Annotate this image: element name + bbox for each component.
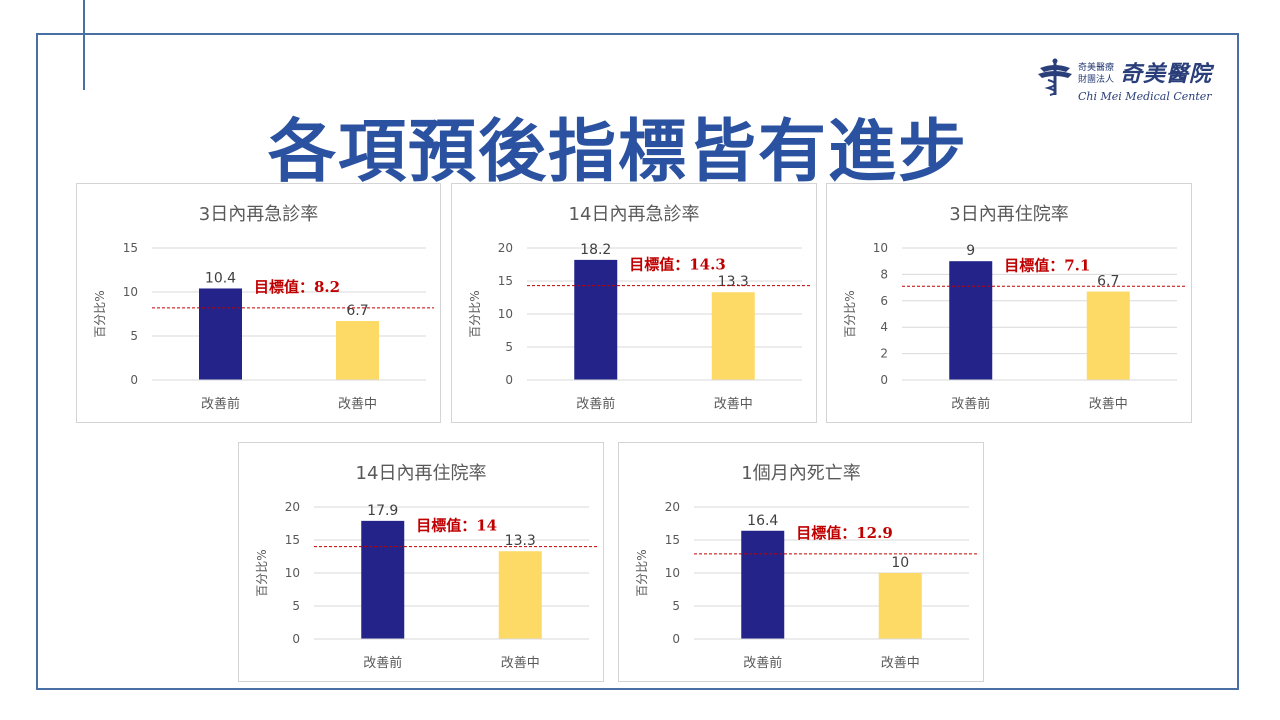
bar-value-label: 13.3 bbox=[718, 274, 749, 290]
target-label: 目標值：7.1 bbox=[1004, 256, 1090, 274]
chart-svg: 3日內再住院率 0 2 4 6 8 10 百分比% 9 改善前 6.7 改善中 目標值：7.1 bbox=[843, 204, 1185, 412]
bar-during bbox=[1086, 291, 1130, 380]
x-category-label: 改善中 bbox=[881, 655, 920, 671]
y-tick-label: 15 bbox=[498, 274, 513, 288]
y-tick-label: 20 bbox=[665, 500, 680, 514]
hospital-logo: 奇美醫療 財團法人 奇美醫院 Chi Mei Medical Center bbox=[1036, 56, 1216, 106]
y-tick-label: 10 bbox=[665, 566, 680, 580]
y-tick-label: 10 bbox=[498, 307, 513, 321]
chart-panel-mortality-1m: 1個月內死亡率 0 5 10 15 20 百分比% 16.4 改善前 10 改善中 目標值：12.9 bbox=[618, 442, 984, 682]
chart-title: 14日內再急診率 bbox=[569, 204, 700, 225]
chart-panel-er-revisit-14d: 14日內再急診率 0 5 10 15 20 百分比% 18.2 改善前 13.3 改善中 目標值：14… bbox=[451, 183, 817, 423]
y-tick-label: 10 bbox=[285, 566, 300, 580]
target-label: 目標值：14.3 bbox=[629, 256, 726, 274]
y-axis-label: 百分比% bbox=[468, 290, 482, 337]
x-category-label: 改善前 bbox=[363, 655, 402, 671]
y-tick-label: 10 bbox=[873, 241, 888, 255]
y-tick-label: 5 bbox=[292, 599, 300, 613]
logo-small-text: 奇美醫療 財團法人 bbox=[1078, 63, 1115, 85]
x-category-label: 改善中 bbox=[1089, 396, 1128, 412]
chart-title: 3日內再住院率 bbox=[949, 204, 1068, 225]
chart-title: 1個月內死亡率 bbox=[741, 463, 860, 484]
x-category-label: 改善中 bbox=[501, 655, 540, 671]
bar-value-label: 18.2 bbox=[580, 242, 611, 258]
y-tick-label: 20 bbox=[498, 241, 513, 255]
logo-english-name: Chi Mei Medical Center bbox=[1078, 90, 1212, 103]
caduceus-emblem-icon bbox=[1038, 58, 1072, 96]
chart-panel-er-revisit-3d: 3日內再急診率 0 5 10 15 百分比% 10.4 改善前 6.7 改善中 目標值：8.2 bbox=[76, 183, 441, 423]
y-tick-label: 0 bbox=[505, 373, 513, 387]
target-label: 目標值：8.2 bbox=[254, 278, 340, 296]
y-tick-label: 15 bbox=[285, 533, 300, 547]
y-tick-label: 10 bbox=[123, 285, 138, 299]
y-axis-label: 百分比% bbox=[635, 549, 649, 596]
chart-svg: 1個月內死亡率 0 5 10 15 20 百分比% 16.4 改善前 10 改善中 目標值：12.9 bbox=[635, 463, 977, 671]
y-tick-label: 6 bbox=[880, 294, 888, 308]
chart-svg: 3日內再急診率 0 5 10 15 百分比% 10.4 改善前 6.7 改善中 目標值：8.2 bbox=[93, 204, 434, 412]
chart-svg: 14日內再急診率 0 5 10 15 20 百分比% 18.2 改善前 13.3 改善中 目標值：14… bbox=[468, 204, 810, 412]
bar-before bbox=[199, 288, 242, 380]
y-tick-label: 2 bbox=[880, 347, 888, 361]
x-category-label: 改善中 bbox=[714, 396, 753, 412]
bar-value-label: 13.3 bbox=[505, 533, 536, 549]
y-tick-label: 0 bbox=[672, 632, 680, 646]
bar-during bbox=[878, 573, 922, 639]
x-category-label: 改善前 bbox=[576, 396, 615, 412]
y-axis-label: 百分比% bbox=[843, 290, 857, 337]
y-tick-label: 4 bbox=[880, 320, 888, 334]
bar-value-label: 10 bbox=[891, 555, 909, 571]
logo-chinese-name: 奇美醫院 bbox=[1120, 61, 1213, 87]
bar-before bbox=[361, 520, 405, 639]
y-tick-label: 0 bbox=[292, 632, 300, 646]
y-tick-label: 0 bbox=[880, 373, 888, 387]
chart-svg: 14日內再住院率 0 5 10 15 20 百分比% 17.9 改善前 13.3 改善中 目標值：14 bbox=[255, 463, 597, 671]
x-category-label: 改善前 bbox=[201, 396, 240, 412]
bar-during bbox=[711, 292, 755, 380]
bar-before bbox=[574, 259, 618, 380]
y-axis-label: 百分比% bbox=[255, 549, 269, 596]
bar-value-label: 10.4 bbox=[205, 270, 236, 286]
bar-during bbox=[336, 321, 379, 380]
chart-panel-readmission-3d: 3日內再住院率 0 2 4 6 8 10 百分比% 9 改善前 6.7 改善中 目標值：7.1 bbox=[826, 183, 1192, 423]
bar-value-label: 9 bbox=[966, 243, 975, 259]
y-tick-label: 5 bbox=[505, 340, 513, 354]
y-tick-label: 5 bbox=[130, 329, 138, 343]
bar-during bbox=[498, 551, 542, 639]
y-tick-label: 8 bbox=[880, 267, 888, 281]
target-label: 目標值：14 bbox=[416, 517, 497, 535]
y-tick-label: 0 bbox=[130, 373, 138, 387]
slide-frame bbox=[36, 33, 1239, 690]
bar-value-label: 6.7 bbox=[346, 303, 368, 319]
x-category-label: 改善前 bbox=[951, 396, 990, 412]
page-title: 各項預後指標皆有進步 bbox=[267, 113, 968, 192]
bar-value-label: 6.7 bbox=[1097, 274, 1119, 290]
accent-line bbox=[83, 0, 85, 90]
y-tick-label: 15 bbox=[123, 241, 138, 255]
chart-panel-readmission-14d: 14日內再住院率 0 5 10 15 20 百分比% 17.9 改善前 13.3 改善中 目標值：14 bbox=[238, 442, 604, 682]
x-category-label: 改善前 bbox=[743, 655, 782, 671]
bar-value-label: 17.9 bbox=[367, 503, 398, 519]
target-label: 目標值：12.9 bbox=[796, 524, 893, 542]
bar-before bbox=[949, 261, 993, 380]
y-tick-label: 5 bbox=[672, 599, 680, 613]
bar-value-label: 16.4 bbox=[747, 513, 778, 529]
bar-before bbox=[741, 530, 785, 639]
chart-title: 3日內再急診率 bbox=[199, 204, 318, 225]
chart-title: 14日內再住院率 bbox=[356, 463, 487, 484]
x-category-label: 改善中 bbox=[338, 396, 377, 412]
y-tick-label: 20 bbox=[285, 500, 300, 514]
y-axis-label: 百分比% bbox=[93, 290, 107, 337]
y-tick-label: 15 bbox=[665, 533, 680, 547]
